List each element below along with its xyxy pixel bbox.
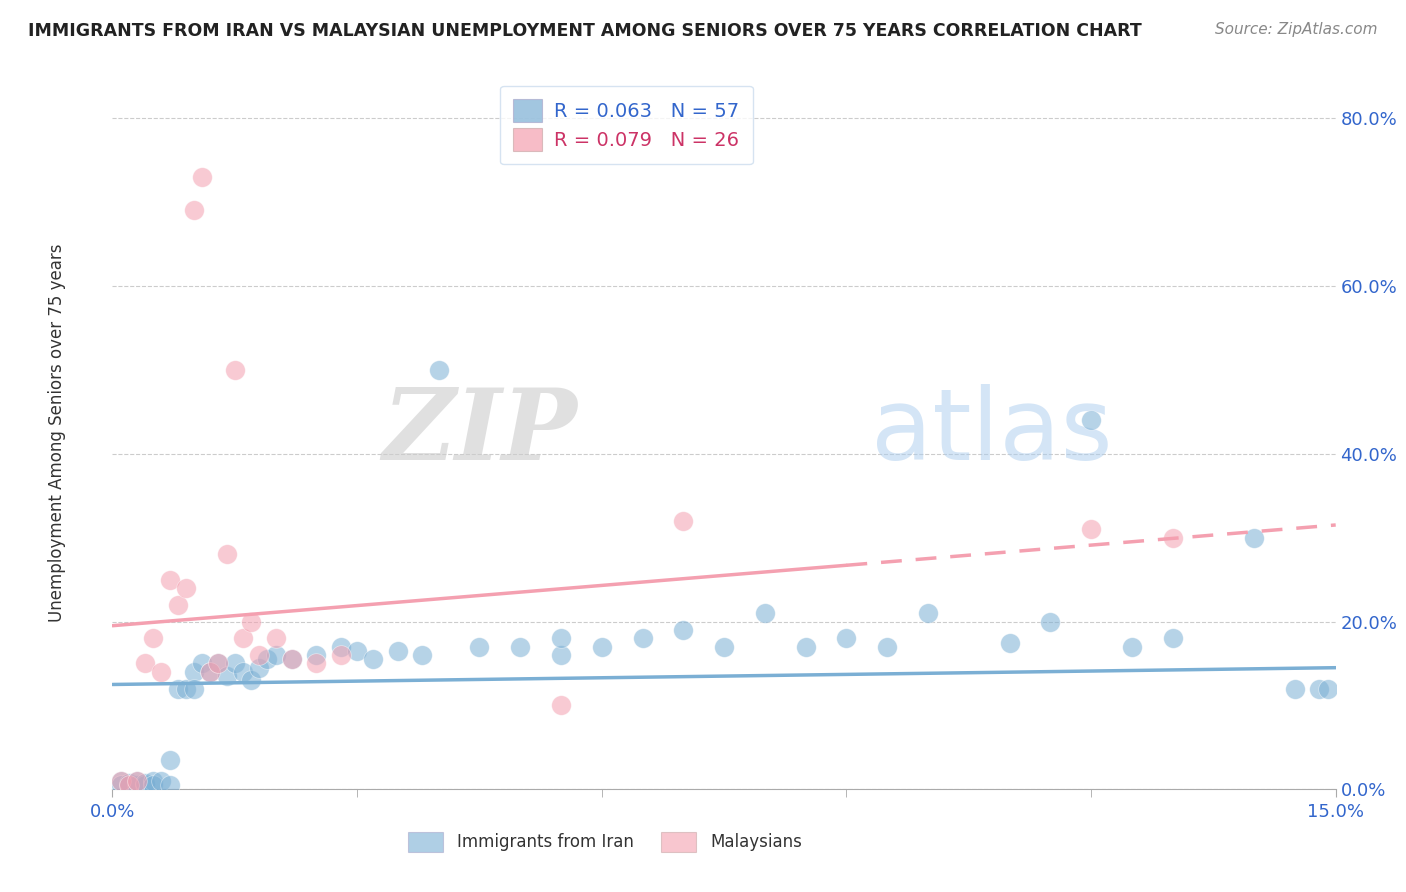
Point (174, 681, 197, 696)
Point (200, 665, 222, 679)
Point (183, 681, 205, 696)
Point (835, 632, 858, 646)
Point (110, 778, 132, 792)
Point (134, 778, 156, 792)
Point (191, 657, 214, 671)
Point (240, 673, 263, 688)
Point (1284, 681, 1306, 696)
Point (110, 774, 132, 789)
Point (1243, 531, 1265, 545)
Point (550, 632, 572, 646)
Text: Source: ZipAtlas.com: Source: ZipAtlas.com (1215, 22, 1378, 37)
Point (166, 681, 188, 696)
Point (134, 775, 156, 789)
Point (224, 362, 246, 376)
Text: Unemployment Among Seniors over 75 years: Unemployment Among Seniors over 75 years (48, 244, 66, 622)
Point (1080, 413, 1102, 427)
Point (672, 514, 695, 528)
Point (411, 648, 433, 662)
Point (166, 598, 188, 612)
Point (427, 362, 450, 376)
Point (159, 753, 181, 767)
Point (159, 778, 181, 792)
Point (876, 640, 898, 654)
Point (256, 652, 278, 666)
Point (1121, 640, 1143, 654)
Point (247, 661, 270, 675)
Point (174, 581, 197, 595)
Point (329, 648, 352, 662)
Point (247, 648, 270, 662)
Point (917, 606, 939, 620)
Point (794, 640, 817, 654)
Point (363, 652, 385, 666)
Point (1316, 681, 1339, 696)
Point (159, 573, 181, 587)
Point (631, 632, 654, 646)
Point (468, 640, 491, 654)
Point (215, 669, 238, 683)
Point (754, 606, 776, 620)
Point (125, 774, 148, 789)
Point (110, 774, 132, 789)
Point (200, 665, 222, 679)
Point (125, 774, 148, 789)
Point (232, 632, 254, 646)
Point (142, 778, 165, 792)
Text: atlas: atlas (870, 384, 1112, 481)
Point (232, 665, 254, 679)
Point (1161, 632, 1184, 646)
Point (240, 615, 263, 629)
Legend: R = 0.063   N = 57, R = 0.079   N = 26: R = 0.063 N = 57, R = 0.079 N = 26 (499, 86, 752, 164)
Text: Malaysians: Malaysians (710, 833, 801, 851)
Text: Immigrants from Iran: Immigrants from Iran (457, 833, 634, 851)
Point (183, 665, 205, 679)
Point (125, 778, 148, 792)
Point (264, 648, 287, 662)
Point (150, 665, 173, 679)
Point (672, 623, 695, 637)
Point (1080, 522, 1102, 536)
Point (215, 547, 238, 561)
Point (346, 644, 368, 658)
Point (118, 778, 141, 792)
Point (183, 203, 205, 218)
Point (207, 657, 229, 671)
Point (998, 635, 1021, 649)
Point (305, 648, 328, 662)
Point (134, 657, 156, 671)
Point (118, 775, 141, 789)
Point (591, 640, 613, 654)
Point (329, 640, 352, 654)
Text: ZIP: ZIP (382, 384, 578, 481)
Point (118, 778, 141, 792)
Point (224, 657, 246, 671)
Point (1161, 531, 1184, 545)
Point (207, 657, 229, 671)
Point (142, 774, 165, 789)
Point (281, 652, 304, 666)
Point (713, 640, 735, 654)
Point (1039, 615, 1062, 629)
Point (387, 644, 409, 658)
Point (191, 169, 214, 184)
Point (150, 774, 173, 789)
Point (509, 640, 531, 654)
Point (1308, 681, 1330, 696)
Point (281, 652, 304, 666)
Point (550, 698, 572, 713)
Text: IMMIGRANTS FROM IRAN VS MALAYSIAN UNEMPLOYMENT AMONG SENIORS OVER 75 YEARS CORRE: IMMIGRANTS FROM IRAN VS MALAYSIAN UNEMPL… (28, 22, 1142, 40)
Point (550, 648, 572, 662)
Point (305, 657, 328, 671)
Point (264, 632, 287, 646)
Point (142, 632, 165, 646)
